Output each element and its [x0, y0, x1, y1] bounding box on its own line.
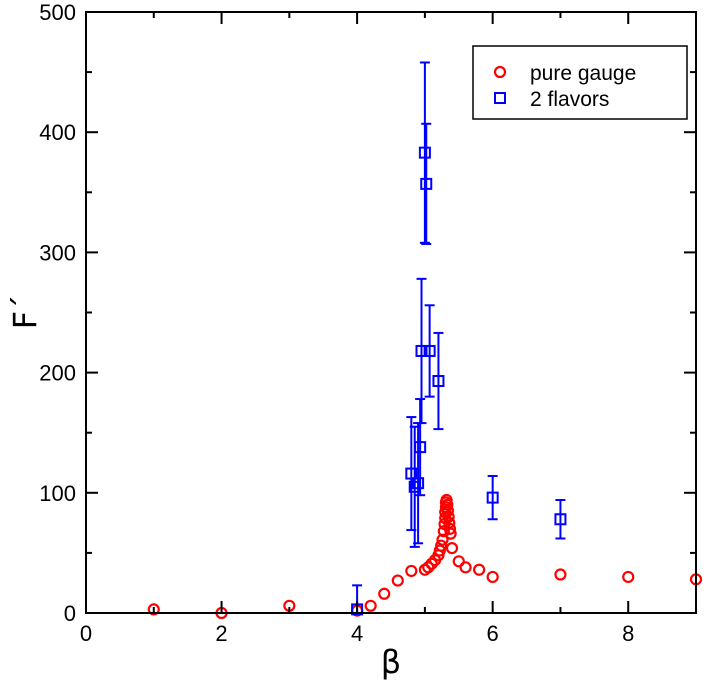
- data-point-circle: [444, 527, 457, 540]
- data-point-square: [423, 344, 436, 357]
- data-point-circle: [622, 570, 635, 584]
- y-tick-label: 300: [39, 240, 76, 265]
- data-point-square: [415, 344, 428, 357]
- data-point-square: [486, 491, 499, 504]
- data-point-circle: [442, 510, 455, 523]
- legend-label-2-flavors: 2 flavors: [530, 88, 609, 111]
- legend: pure gauge 2 flavors: [472, 45, 688, 120]
- data-point-circle: [364, 599, 377, 612]
- x-tick-label: 8: [622, 621, 634, 646]
- data-point-circle: [391, 574, 404, 587]
- x-tick-label: 2: [215, 621, 227, 646]
- y-tick-label: 0: [64, 601, 76, 626]
- tick-labels-layer: 0 2 4 6 8 0 100 200 300 400 500: [39, 0, 634, 646]
- data-point-circle: [147, 603, 160, 616]
- plot-frame: [85, 11, 697, 614]
- data-point-circle: [425, 557, 438, 570]
- data-point-circle: [435, 539, 448, 552]
- y-axis-label: F´: [6, 295, 44, 329]
- data-point-square: [554, 513, 567, 526]
- data-point-circle: [441, 498, 454, 511]
- data-point-circle: [554, 568, 567, 581]
- data-point-square: [432, 375, 445, 388]
- legend-box: [472, 45, 688, 120]
- data-point-circle: [436, 533, 449, 546]
- legend-label-pure-gauge: pure gauge: [530, 62, 636, 85]
- data-point-circle: [405, 564, 418, 578]
- x-tick-label: 6: [487, 621, 499, 646]
- y-tick-label: 100: [39, 481, 76, 506]
- data-point-circle: [452, 555, 465, 568]
- x-tick-label: 4: [351, 621, 363, 646]
- data-point-square: [405, 467, 418, 480]
- legend-marker-pure-gauge: [493, 65, 507, 79]
- data-point-circle: [459, 561, 472, 574]
- y-tick-label: 200: [39, 361, 76, 386]
- data-point-circle: [378, 587, 391, 600]
- data-point-square: [418, 146, 431, 159]
- data-point-circle: [445, 541, 459, 555]
- x-axis-label: β: [381, 643, 401, 681]
- data-point-circle: [473, 563, 486, 576]
- data-point-square: [412, 477, 425, 490]
- data-layer: [147, 61, 703, 620]
- y-tick-label: 400: [39, 120, 76, 145]
- legend-marker-2-flavors: [494, 92, 506, 104]
- data-point-circle: [441, 504, 455, 517]
- data-point-square: [414, 441, 427, 454]
- data-point-circle: [422, 561, 435, 574]
- y-tick-label: 500: [39, 0, 76, 25]
- data-point-square: [420, 177, 433, 190]
- data-point-circle: [437, 525, 450, 538]
- series-2-flavors: [351, 61, 567, 616]
- data-point-circle: [443, 522, 457, 535]
- data-point-circle: [486, 570, 499, 584]
- x-tick-label: 0: [80, 621, 92, 646]
